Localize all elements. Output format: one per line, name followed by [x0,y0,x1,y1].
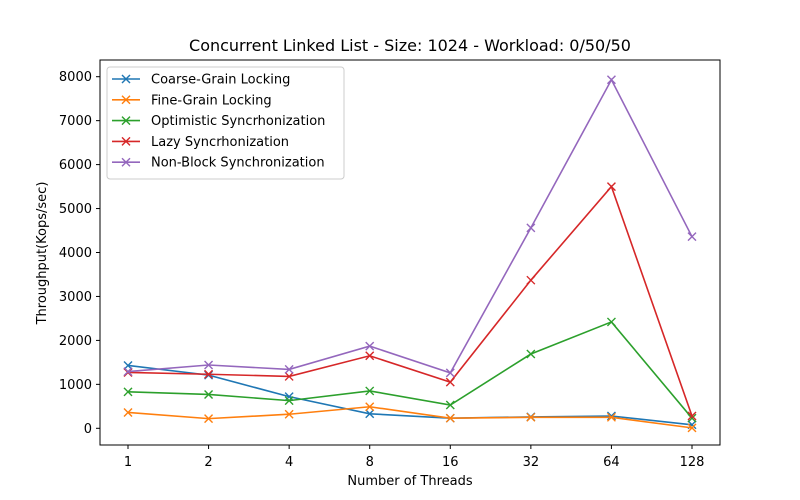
data-point [284,371,294,381]
data-point [365,341,375,351]
legend-item: Lazy Syncrhonization [112,135,289,150]
data-point [687,413,697,423]
chart-title: Concurrent Linked List - Size: 1024 - Wo… [189,36,631,55]
x-tick-label: 32 [523,455,540,470]
y-axis-label: Throughput(Kops/sec) [35,182,50,326]
data-point [687,232,697,242]
data-point [365,351,375,361]
y-tick-label: 1000 [59,378,92,393]
legend-item: Optimistic Syncrhonization [112,114,325,129]
series-line [127,185,693,417]
data-point [284,409,294,419]
x-tick-label: 128 [680,455,705,470]
data-point [123,367,133,377]
legend-label: Coarse-Grain Locking [151,73,290,88]
data-point [526,223,536,233]
data-point [526,349,536,359]
data-point [445,400,455,410]
data-point [284,392,294,402]
series-line [127,364,693,426]
data-point [526,412,536,422]
x-tick-label: 1 [124,455,132,470]
data-point [526,275,536,285]
x-axis-label: Number of Threads [347,474,472,489]
legend-box [106,66,345,180]
series-line [127,405,693,429]
data-point [606,411,616,421]
x-tick-label: 16 [442,455,459,470]
series-line [127,320,693,419]
data-point [687,423,697,433]
data-point [365,386,375,396]
legend-label: Lazy Syncrhonization [151,135,289,150]
data-point [123,387,133,397]
data-point [606,317,616,327]
legend: Coarse-Grain Locking Fine-Grain Locking Op… [106,66,345,180]
x-tick-label: 8 [366,455,374,470]
data-point [606,75,616,85]
y-tick-label: 6000 [59,158,92,173]
data-point [365,402,375,412]
legend-item: Coarse-Grain Locking [112,73,290,88]
y-tick-label: 3000 [59,290,92,305]
data-point [445,377,455,387]
plot-area: 1 2 4 8 16 32 64 128 0 1000 2000 3000 4000 5000 6000 70… [59,59,721,470]
data-point [204,360,214,370]
data-point [204,414,214,424]
x-tick-label: 4 [285,455,293,470]
data-point [284,396,294,406]
y-tick-label: 5000 [59,202,92,217]
data-point [284,364,294,374]
data-point [445,413,455,423]
x-tick-label: 2 [204,455,212,470]
data-point [606,182,616,192]
legend-label: Optimistic Syncrhonization [151,114,325,129]
data-point [204,389,214,399]
y-tick-label: 2000 [59,334,92,349]
y-tick-label: 8000 [59,70,92,85]
y-tick-label: 0 [84,422,92,437]
legend-item: Non-Block Synchronization [112,156,325,171]
y-tick-label: 4000 [59,246,92,261]
data-point [445,368,455,378]
data-point [687,411,697,421]
legend-label: Fine-Grain Locking [151,93,272,108]
data-point [606,412,616,422]
data-point [204,369,214,379]
x-tick-label: 64 [603,455,620,470]
data-point [365,409,375,419]
y-tick-label: 7000 [59,114,92,129]
data-point [123,407,133,417]
legend-item: Fine-Grain Locking [112,93,272,108]
series-line [127,78,693,374]
legend-label: Non-Block Synchronization [151,156,325,171]
